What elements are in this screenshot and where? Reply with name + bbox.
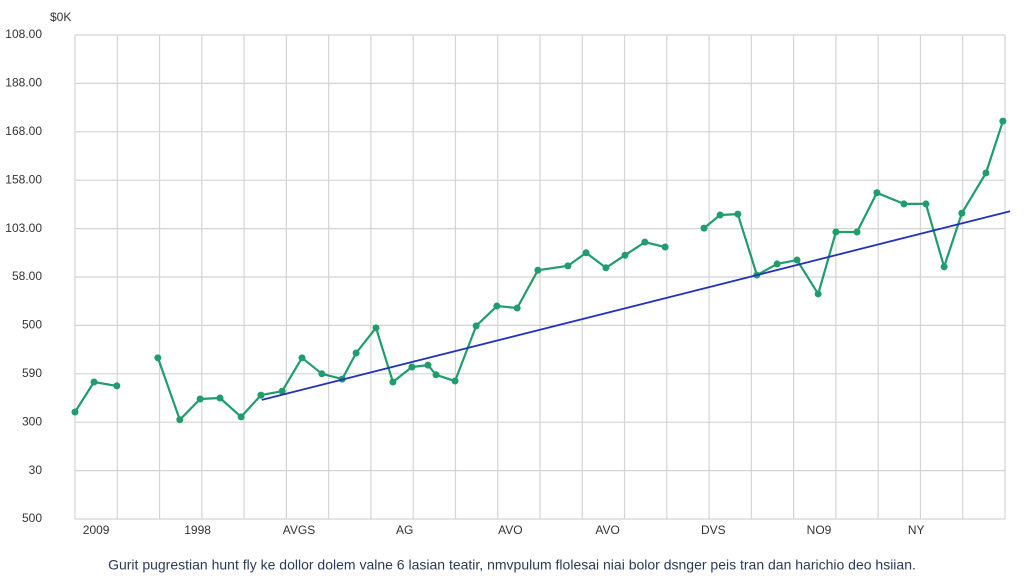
data-point	[408, 363, 416, 371]
x-tick-label: AVO	[595, 523, 619, 537]
data-point	[216, 394, 224, 402]
data-point	[154, 354, 162, 362]
y-tick-label: 58.00	[12, 269, 42, 283]
y-tick-label: 500	[22, 318, 42, 332]
y-tick-label: 108.00	[5, 27, 42, 41]
data-point	[318, 370, 326, 378]
data-point	[196, 395, 204, 403]
y-tick-label: 103.00	[5, 221, 42, 235]
y-unit-label: $0K	[50, 10, 71, 24]
data-point	[873, 189, 881, 197]
y-tick-label: 168.00	[5, 124, 42, 138]
data-point	[372, 324, 380, 332]
data-point	[513, 304, 521, 312]
x-tick-label: NO9	[807, 523, 832, 537]
x-tick-label: DVS	[701, 523, 726, 537]
data-point	[564, 262, 572, 270]
data-point	[432, 371, 440, 379]
series-line	[261, 210, 1011, 401]
data-point	[641, 238, 649, 246]
data-point	[352, 349, 360, 357]
data-point	[700, 224, 708, 232]
x-tick-label: AG	[396, 523, 413, 537]
y-tick-label: 30	[29, 463, 43, 477]
data-point	[716, 211, 724, 219]
data-point	[113, 382, 121, 390]
data-point	[793, 256, 801, 264]
data-point	[424, 361, 432, 369]
caption: Gurit pugrestian hunt fly ke dollor dole…	[108, 557, 916, 573]
data-point	[71, 408, 79, 416]
x-tick-label: 1998	[184, 523, 211, 537]
x-tick-label: AVGS	[283, 523, 315, 537]
data-point	[999, 117, 1007, 125]
data-point	[900, 200, 908, 208]
data-point	[661, 243, 669, 251]
data-point	[853, 228, 861, 236]
data-point	[773, 260, 781, 268]
data-point	[493, 302, 501, 310]
data-point	[176, 416, 184, 424]
data-point	[237, 413, 245, 421]
x-tick-label: AVO	[498, 523, 522, 537]
data-point	[582, 249, 590, 257]
data-point	[298, 354, 306, 362]
data-point	[922, 200, 930, 208]
data-point	[814, 290, 822, 298]
data-point	[734, 210, 742, 218]
data-point	[958, 209, 966, 217]
data-point	[389, 378, 397, 386]
data-point	[832, 228, 840, 236]
data-point	[602, 264, 610, 272]
data-point	[621, 251, 629, 259]
y-tick-label: 590	[22, 366, 42, 380]
data-point	[472, 322, 480, 330]
data-point	[534, 266, 542, 274]
y-tick-label: 188.00	[5, 76, 42, 90]
y-tick-label: 300	[22, 414, 42, 428]
data-point	[940, 263, 948, 271]
data-point	[90, 378, 98, 386]
data-point	[982, 169, 990, 177]
data-point	[257, 391, 265, 399]
data-point	[278, 387, 286, 395]
y-tick-label: 158.00	[5, 172, 42, 186]
data-point	[451, 377, 459, 385]
x-tick-label: 2009	[83, 523, 110, 537]
x-tick-label: NY	[908, 523, 925, 537]
y-tick-label: 500	[22, 511, 42, 525]
